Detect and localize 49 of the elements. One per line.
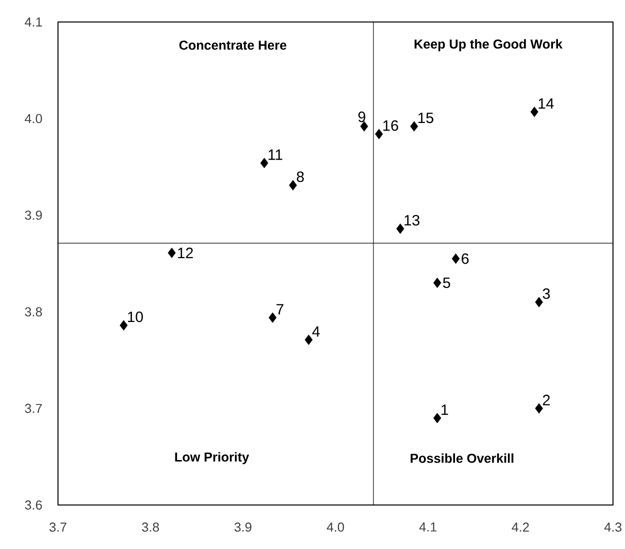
annotation: 10 (128, 312, 143, 322)
annotation: 7 (276, 304, 284, 314)
point (535, 403, 543, 414)
x-tick-label: 4.0 (326, 522, 344, 532)
y-tick-label: 4.0 (24, 114, 42, 124)
point (168, 248, 176, 258)
x-tick-label: 3.7 (50, 522, 66, 532)
point (530, 106, 538, 118)
annotation: 16 (383, 120, 398, 131)
point (433, 278, 442, 288)
x-tick-label: 4.2 (512, 522, 529, 532)
point (120, 320, 128, 331)
annotation: 9 (358, 112, 366, 122)
annotation: Concentrate Here (179, 40, 286, 50)
point (260, 158, 268, 168)
annotation: 4 (312, 326, 320, 337)
y-tick-label: 3.8 (24, 307, 42, 316)
annotation: Keep Up the Good Work (414, 39, 563, 52)
annotation: 8 (296, 171, 304, 182)
point (375, 128, 383, 140)
x-tick-label: 4.3 (604, 522, 622, 532)
point (433, 412, 442, 424)
annotation: 14 (538, 98, 554, 109)
annotation: Low Priority (175, 452, 250, 464)
annotation: 1 (442, 404, 448, 415)
annotation: 2 (542, 394, 550, 406)
y-tick-label: 3.9 (24, 210, 42, 220)
point (304, 334, 313, 345)
x-tick-label: 3.8 (142, 522, 159, 532)
point (289, 180, 297, 190)
y-tick-label: 3.6 (24, 500, 42, 510)
point (535, 296, 543, 308)
annotation: 3 (542, 288, 550, 299)
point (396, 224, 404, 234)
y-tick-label: 4.1 (24, 18, 42, 26)
annotation: 11 (268, 150, 282, 160)
x-tick-label: 4.1 (419, 522, 436, 532)
y-tick-label: 3.7 (24, 404, 42, 413)
point (410, 121, 418, 132)
point (452, 253, 460, 264)
annotation: 5 (443, 278, 450, 288)
annotation: 12 (178, 248, 193, 258)
annotation: 15 (418, 112, 434, 124)
annotation: 6 (462, 253, 469, 264)
point (268, 312, 277, 323)
annotation: Possible Overkill (410, 453, 514, 463)
annotation: 13 (404, 214, 420, 226)
point (360, 121, 368, 132)
x-tick-label: 3.9 (234, 522, 252, 532)
